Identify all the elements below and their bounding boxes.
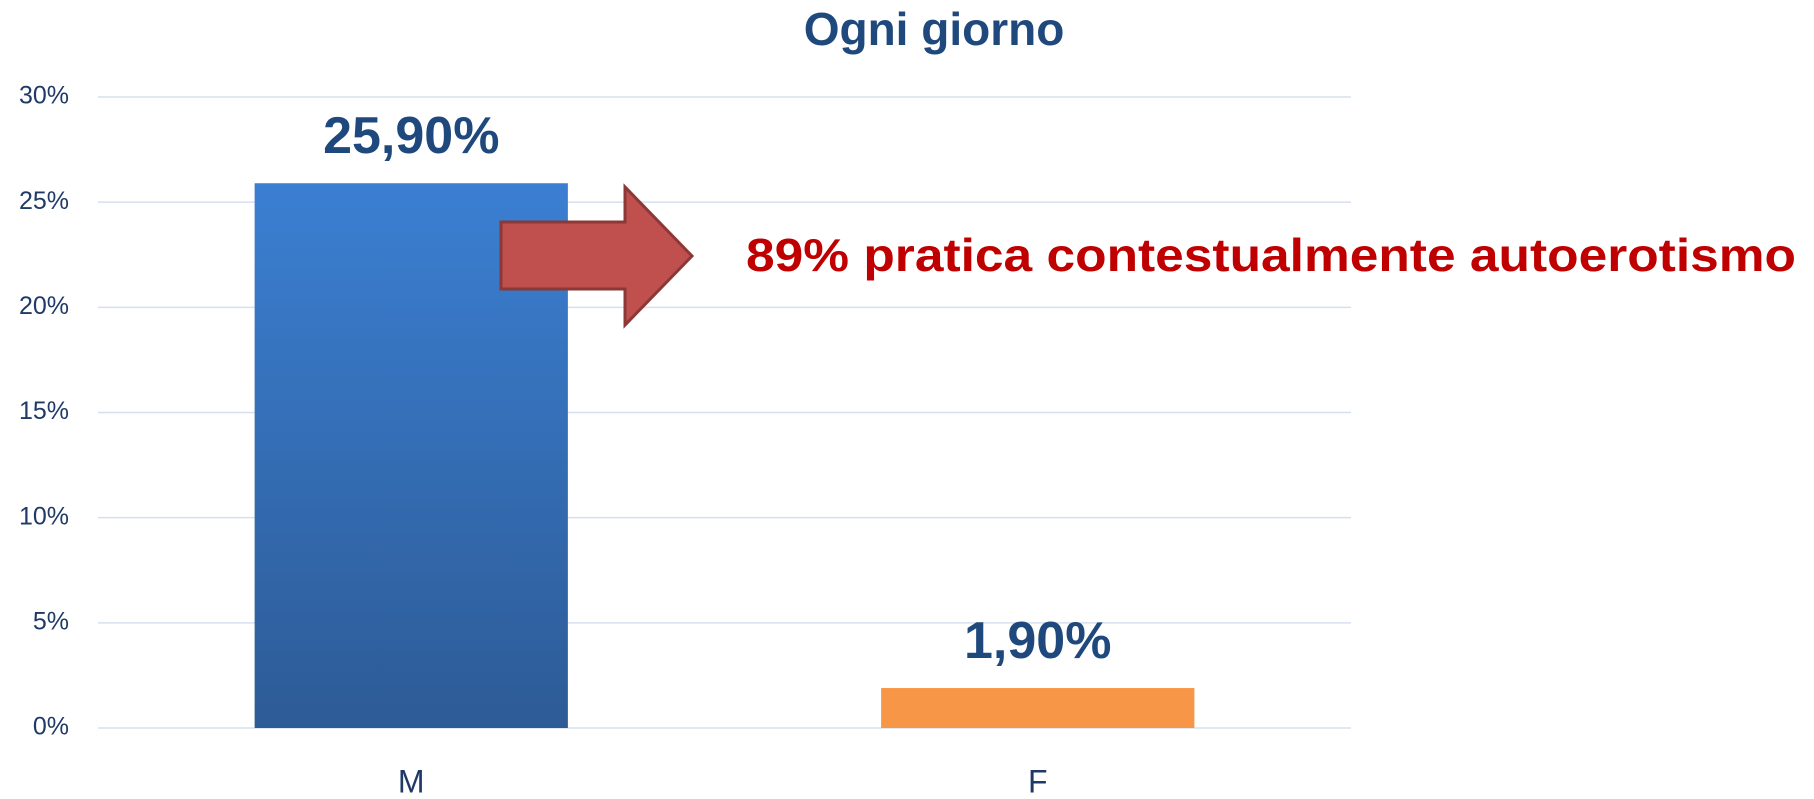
x-tick-label: F [1028,763,1048,799]
y-tick-label: 20% [19,292,69,320]
value-label: 1,90% [964,612,1111,670]
y-tick-label: 10% [19,502,69,530]
annotation: 89% pratica contestualmente autoerotismo [746,229,1796,281]
value-label: 25,90% [323,107,499,165]
y-tick-label: 5% [33,607,69,635]
y-tick-label: 0% [33,713,69,741]
arrow [499,183,695,329]
y-tick-label: 25% [19,187,69,215]
x-tick-label: M [398,763,425,799]
bar [881,688,1195,728]
y-tick-label: 15% [19,397,69,425]
y-tick-label: 30% [19,82,69,110]
chart-title: Ogni giorno [804,3,1065,55]
plot-area: 0% 5% 10% 15% 20% 25% 30% 25,90% M 1,90% F [19,82,1351,799]
